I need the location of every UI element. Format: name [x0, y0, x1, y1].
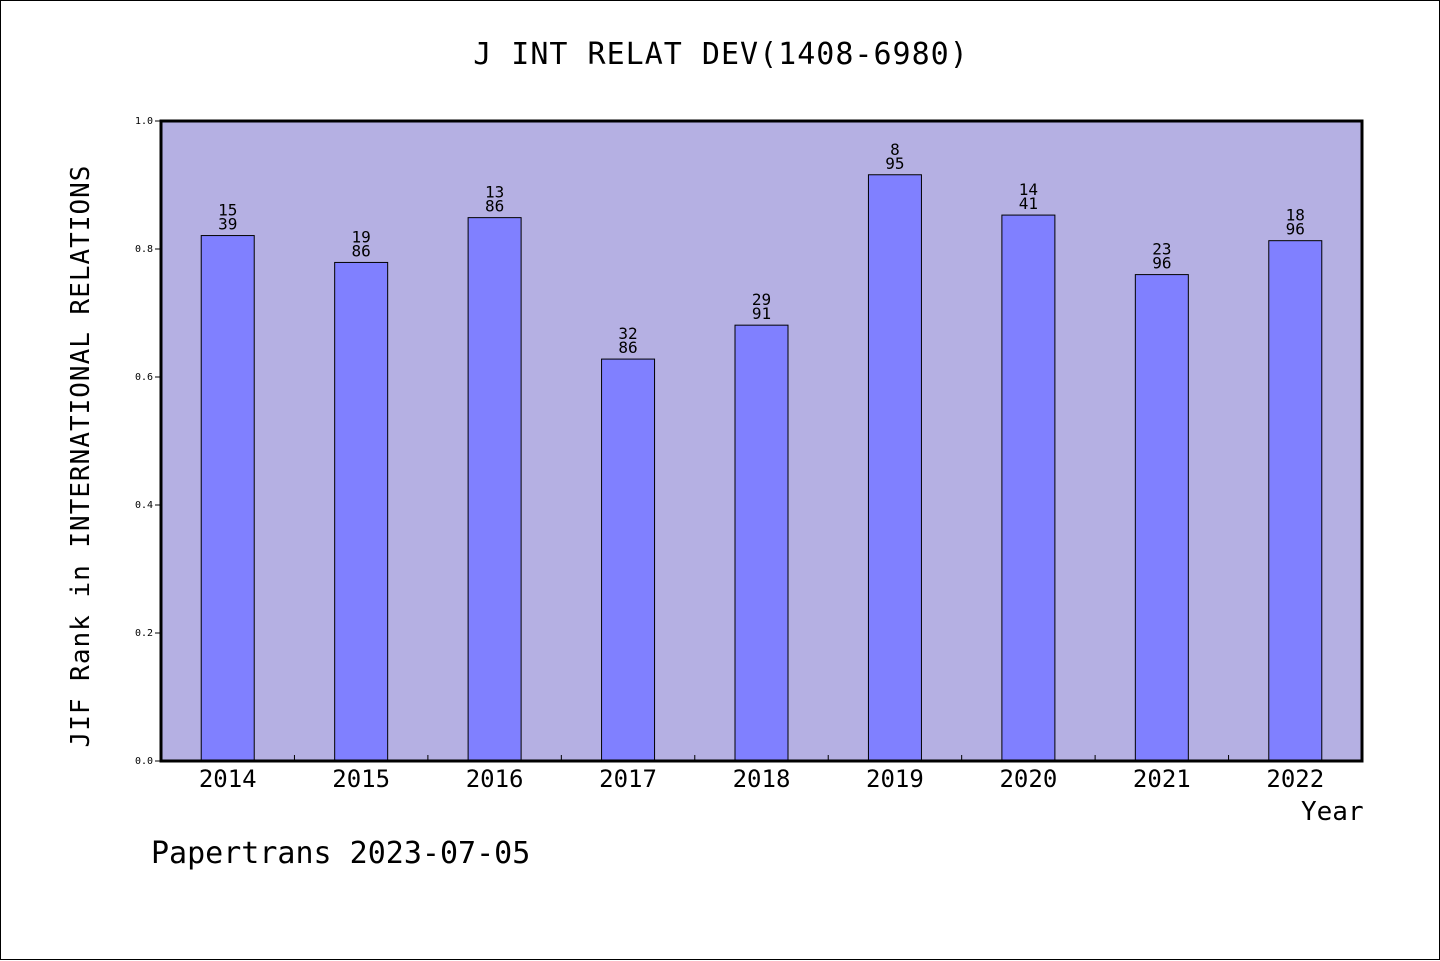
bar-label-denominator: 96 — [1152, 254, 1171, 273]
bar-label-denominator: 86 — [485, 197, 504, 216]
bar-label-denominator: 86 — [618, 338, 637, 357]
x-tick-label: 2016 — [466, 765, 524, 793]
bar-label-denominator: 39 — [218, 215, 237, 234]
x-tick-label: 2022 — [1266, 765, 1324, 793]
x-tick-label: 2017 — [599, 765, 657, 793]
y-tick-label: 0.6 — [135, 372, 153, 383]
chart-title: J INT RELAT DEV(1408-6980) — [473, 37, 969, 72]
y-tick-label: 0.8 — [135, 244, 153, 255]
x-tick-label: 2015 — [332, 765, 390, 793]
bar-label-denominator: 91 — [752, 304, 771, 323]
bar — [1001, 214, 1056, 762]
y-tick-label: 0.2 — [135, 628, 153, 639]
x-tick-label: 2014 — [199, 765, 257, 793]
bar — [1268, 240, 1323, 762]
x-tick-label: 2019 — [866, 765, 924, 793]
y-tick-label: 0.4 — [135, 500, 153, 511]
x-axis-label: Year — [1301, 797, 1364, 827]
bar-label-numerator: 14 — [1019, 180, 1038, 199]
plot-border — [159, 119, 1364, 763]
bar — [734, 324, 789, 762]
y-tick-label: 0.0 — [135, 756, 153, 767]
bar — [467, 217, 522, 762]
bar-label-numerator: 23 — [1152, 240, 1171, 259]
footer-credit: Papertrans 2023-07-05 — [151, 836, 531, 871]
x-tick-label: 2018 — [733, 765, 791, 793]
bar-label-denominator: 95 — [885, 154, 904, 173]
bar — [334, 261, 389, 762]
bar — [1134, 274, 1189, 762]
bar-label-numerator: 15 — [218, 201, 237, 220]
bar-label-denominator: 96 — [1286, 220, 1305, 239]
bar-label-numerator: 19 — [352, 227, 371, 246]
bar-label-numerator: 29 — [752, 290, 771, 309]
bar-label-denominator: 41 — [1019, 194, 1038, 213]
bar-label-numerator: 8 — [890, 140, 900, 159]
bar-label-numerator: 32 — [618, 324, 637, 343]
x-tick-label: 2021 — [1133, 765, 1191, 793]
bar-label-numerator: 13 — [485, 183, 504, 202]
bar-label-numerator: 18 — [1286, 206, 1305, 225]
bar — [200, 235, 255, 762]
x-tick-label: 2020 — [999, 765, 1057, 793]
y-tick-label: 1.0 — [135, 116, 153, 127]
bar — [867, 174, 922, 762]
bar — [601, 358, 656, 762]
bar-label-denominator: 86 — [352, 241, 371, 260]
